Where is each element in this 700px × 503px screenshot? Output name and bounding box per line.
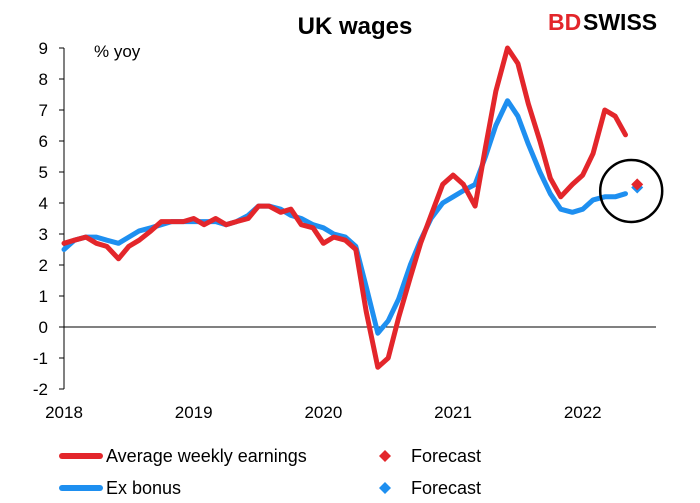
legend-label-1: Ex bonus	[106, 478, 181, 498]
legend-label-0: Average weekly earnings	[106, 446, 307, 466]
series-layer	[61, 45, 644, 370]
y-tick-label: 9	[39, 39, 48, 58]
y-tick-label: 5	[39, 163, 48, 182]
series-line-1	[61, 98, 628, 336]
bdswiss-logo: BD SWISS	[548, 9, 657, 35]
x-tick-label: 2020	[304, 403, 342, 422]
y-tick-label: 4	[39, 194, 48, 213]
forecast-marker-2	[631, 178, 644, 191]
forecast-highlight-circle	[598, 158, 664, 224]
logo-bd-text: BD	[548, 9, 581, 35]
legend-marker-3	[379, 482, 391, 494]
x-tick-label: 2022	[564, 403, 602, 422]
y-tick-label: 1	[39, 287, 48, 306]
y-tick-label: 0	[39, 318, 48, 337]
legend-label-3: Forecast	[411, 478, 481, 498]
y-tick-label: 6	[39, 132, 48, 151]
y-tick-label: -2	[33, 380, 48, 399]
y-tick-label: -1	[33, 349, 48, 368]
y-tick-label: 2	[39, 256, 48, 275]
y-axis: 9 8 7 6 5 4 3 2 1 0 -1 -2	[33, 39, 65, 399]
legend-label-2: Forecast	[411, 446, 481, 466]
x-axis: 2018 2019 2020 2021 2022	[45, 326, 656, 422]
annotation-layer	[598, 158, 664, 224]
logo-swiss-text: SWISS	[583, 9, 657, 35]
legend: Average weekly earnings Forecast Ex bonus F…	[59, 446, 481, 498]
y-axis-unit-label: % yoy	[94, 42, 141, 61]
series-line-0	[61, 45, 628, 370]
chart-title: UK wages	[298, 13, 413, 40]
y-tick-label: 8	[39, 70, 48, 89]
y-tick-label: 3	[39, 225, 48, 244]
x-tick-label: 2018	[45, 403, 83, 422]
x-tick-label: 2021	[434, 403, 472, 422]
legend-marker-2	[379, 450, 391, 462]
y-tick-label: 7	[39, 101, 48, 120]
x-tick-label: 2019	[175, 403, 213, 422]
